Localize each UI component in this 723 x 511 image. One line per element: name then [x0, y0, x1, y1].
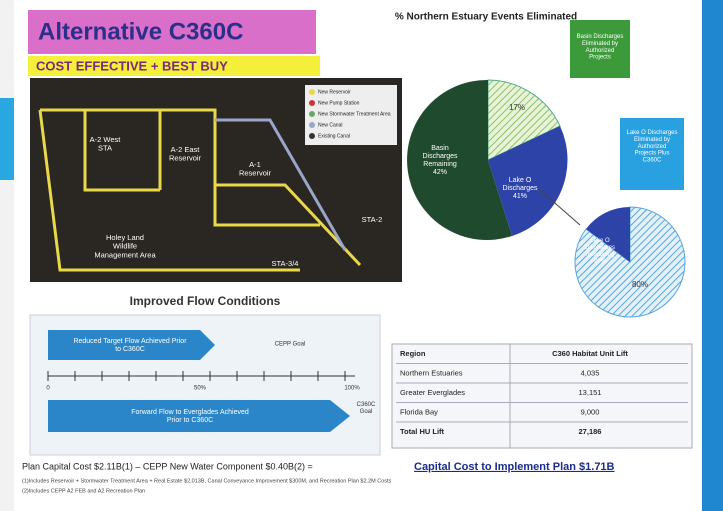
legend-swatch [309, 100, 315, 106]
flow-mark: CEPP Goal [275, 342, 306, 348]
legend-label: New Reservoir [318, 89, 351, 95]
legend-swatch [309, 89, 315, 95]
pie-label: 17% [509, 103, 525, 112]
legend-label: New Stormwater Treatment Area [318, 111, 391, 117]
table-cell: 4,035 [581, 368, 600, 377]
legend-swatch [309, 133, 315, 139]
title: Alternative C360C [38, 18, 243, 45]
slide: Alternative C360C COST EFFECTIVE + BEST … [0, 0, 723, 511]
right-edge [702, 0, 723, 511]
legend-swatch [309, 111, 315, 117]
table-cell: 9,000 [581, 407, 600, 416]
map-label: STA-2 [362, 215, 383, 224]
flow-mark: 100% [344, 386, 360, 392]
legend-label: New Canal [318, 122, 342, 128]
table-cell: Northern Estuaries [400, 368, 463, 377]
table-cell: Total HU Lift [400, 427, 445, 436]
pie-title: % Northern Estuary Events Eliminated [395, 12, 577, 23]
left-edge [0, 0, 14, 511]
footnote: (1)Includes Reservoir + Stormwater Treat… [22, 478, 392, 484]
table-cell: 13,151 [579, 388, 602, 397]
subpie-label: 80% [632, 280, 648, 289]
table-cell: Florida Bay [400, 407, 438, 416]
left-tab [0, 98, 14, 180]
flow-title: Improved Flow Conditions [130, 294, 281, 308]
table-cell: Region [400, 349, 426, 358]
table-cell: 27,186 [579, 427, 602, 436]
footnote: (2)Includes CEPP A2 FEB and A2 Recreatio… [22, 488, 145, 494]
map-label: STA-3/4 [272, 259, 299, 268]
legend-label: Existing Canal [318, 133, 350, 139]
legend-label: New Pump Station [318, 100, 360, 106]
table-cell: Greater Everglades [400, 388, 465, 397]
table-cell: C360 Habitat Unit Lift [552, 349, 628, 358]
cost-line: Plan Capital Cost $2.11B(1) – CEPP New W… [22, 461, 313, 471]
flow-mark: 50% [194, 386, 207, 392]
cost-highlight: Capital Cost to Implement Plan $1.71B [414, 461, 615, 473]
page: {"header":{"title":"Alternative C360C","… [0, 0, 723, 511]
legend-swatch [309, 122, 315, 128]
subtitle: COST EFFECTIVE + BEST BUY [36, 58, 228, 73]
